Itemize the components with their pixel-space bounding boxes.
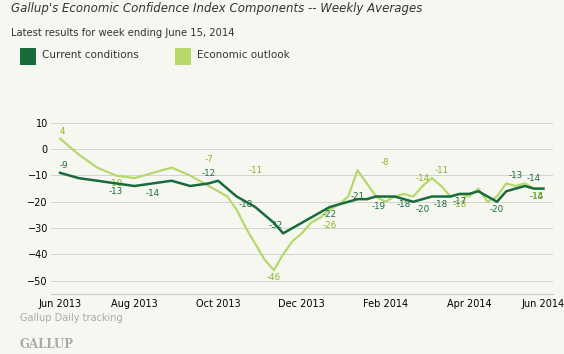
Text: -7: -7	[204, 155, 213, 165]
Text: -21: -21	[350, 192, 364, 201]
Text: -12: -12	[202, 169, 216, 178]
Text: Economic outlook: Economic outlook	[197, 50, 290, 60]
Text: Gallup's Economic Confidence Index Components -- Weekly Averages: Gallup's Economic Confidence Index Compo…	[11, 2, 422, 15]
Text: -8: -8	[381, 158, 390, 167]
Text: -11: -11	[248, 166, 262, 175]
Text: -11: -11	[434, 166, 448, 175]
Text: -17: -17	[453, 197, 467, 206]
Text: -14: -14	[529, 192, 544, 201]
Text: -19: -19	[371, 202, 385, 211]
Text: -18: -18	[397, 200, 411, 209]
Text: -9: -9	[60, 161, 69, 170]
Text: -22: -22	[323, 210, 337, 219]
Text: -14: -14	[527, 174, 541, 183]
Text: -14: -14	[146, 189, 160, 198]
Text: Latest results for week ending June 15, 2014: Latest results for week ending June 15, …	[11, 28, 235, 38]
Text: Current conditions: Current conditions	[42, 50, 139, 60]
Text: -20: -20	[416, 205, 430, 214]
Text: -14: -14	[416, 174, 430, 183]
Text: -32: -32	[269, 221, 283, 230]
Text: -18: -18	[453, 200, 467, 209]
Text: GALLUP: GALLUP	[20, 338, 74, 351]
Text: 4: 4	[60, 126, 65, 136]
Text: -13: -13	[109, 187, 123, 195]
Text: -13: -13	[508, 171, 523, 180]
Text: Gallup Daily tracking: Gallup Daily tracking	[20, 313, 122, 323]
Text: -18: -18	[239, 200, 253, 209]
Text: -15: -15	[529, 192, 544, 201]
Text: -26: -26	[323, 221, 337, 230]
Text: -20: -20	[490, 205, 504, 214]
Text: -18: -18	[434, 200, 448, 209]
Text: -46: -46	[267, 273, 281, 282]
Text: -10: -10	[109, 179, 123, 188]
